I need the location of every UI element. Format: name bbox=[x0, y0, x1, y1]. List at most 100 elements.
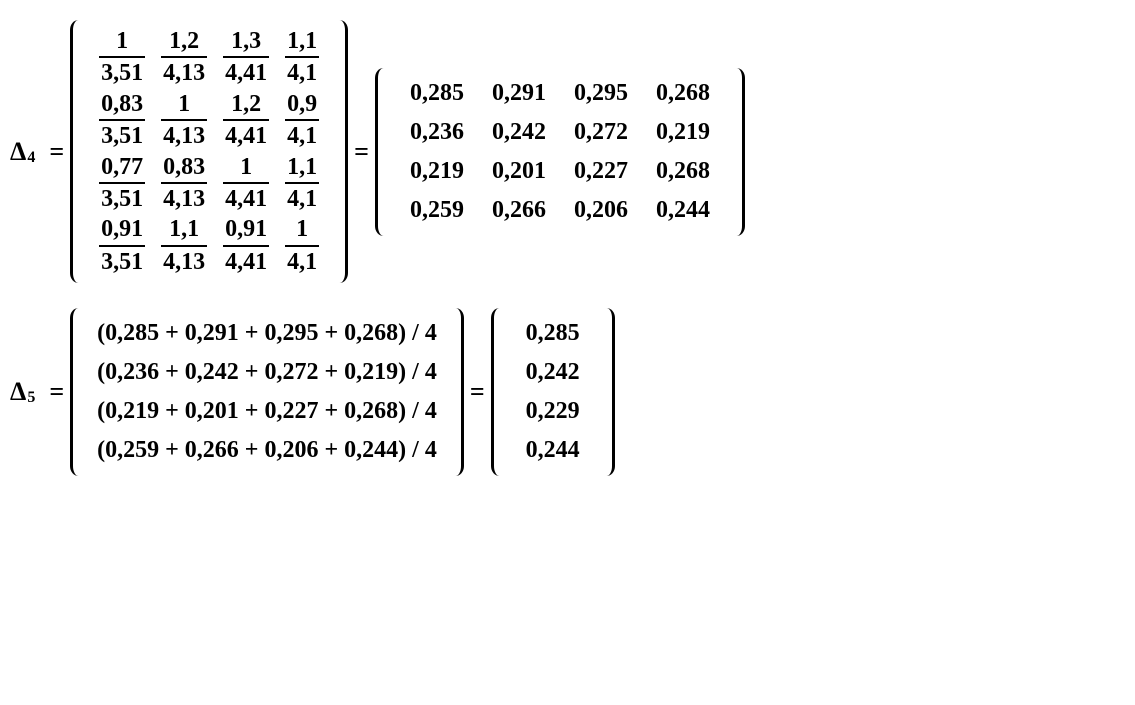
denominator: 3,51 bbox=[99, 119, 145, 149]
expression-cell: (0,219 + 0,201 + 0,227 + 0,268) / 4 bbox=[91, 392, 443, 431]
matrix-cell: 0,244 bbox=[642, 191, 724, 230]
fraction-cell: 14,41 bbox=[215, 152, 277, 215]
fraction-cell: 0,94,1 bbox=[277, 89, 327, 152]
matrix-cell: 0,227 bbox=[560, 152, 642, 191]
delta4-subscript: 4 bbox=[27, 149, 35, 167]
numerator: 0,77 bbox=[99, 154, 145, 182]
matrix-cell: 0,242 bbox=[478, 113, 560, 152]
denominator: 3,51 bbox=[99, 245, 145, 275]
left-paren bbox=[70, 20, 87, 283]
numerator: 1 bbox=[114, 28, 130, 56]
fraction-cell: 1,24,41 bbox=[215, 89, 277, 152]
equals-sign: = bbox=[49, 137, 64, 167]
left-paren bbox=[70, 308, 87, 476]
delta4-fraction-matrix: 13,511,24,131,34,411,14,10,833,5114,131,… bbox=[70, 20, 348, 283]
matrix-cell: 0,206 bbox=[560, 191, 642, 230]
equation-delta4: Δ 4 = 13,511,24,131,34,411,14,10,833,511… bbox=[10, 20, 1125, 283]
delta5-expression-matrix: (0,285 + 0,291 + 0,295 + 0,268) / 4(0,23… bbox=[70, 308, 464, 476]
delta-symbol: Δ bbox=[10, 137, 26, 167]
denominator: 4,1 bbox=[285, 182, 319, 212]
matrix-cell: 0,266 bbox=[478, 191, 560, 230]
fraction-cell: 1,14,13 bbox=[153, 214, 215, 277]
matrix-body: (0,285 + 0,291 + 0,295 + 0,268) / 4(0,23… bbox=[87, 308, 447, 476]
right-paren bbox=[598, 308, 615, 476]
fraction-cell: 0,913,51 bbox=[91, 214, 153, 277]
numerator: 0,91 bbox=[99, 216, 145, 244]
fraction-cell: 0,773,51 bbox=[91, 152, 153, 215]
fraction-cell: 0,914,41 bbox=[215, 214, 277, 277]
matrix-cell: 0,268 bbox=[642, 152, 724, 191]
numerator: 1 bbox=[294, 216, 310, 244]
numerator: 1,1 bbox=[285, 28, 319, 56]
denominator: 4,13 bbox=[161, 182, 207, 212]
equals-sign: = bbox=[470, 377, 485, 407]
matrix-cell: 0,268 bbox=[642, 74, 724, 113]
matrix-body: 13,511,24,131,34,411,14,10,833,5114,131,… bbox=[87, 20, 331, 283]
vector-cell: 0,285 bbox=[512, 314, 594, 353]
fraction-cell: 1,34,41 bbox=[215, 26, 277, 89]
denominator: 4,41 bbox=[223, 56, 269, 86]
numerator: 1,1 bbox=[167, 216, 201, 244]
delta5-subscript: 5 bbox=[27, 389, 35, 407]
numerator: 0,83 bbox=[161, 154, 207, 182]
fraction-cell: 0,834,13 bbox=[153, 152, 215, 215]
delta5-label: Δ 5 bbox=[10, 377, 35, 407]
matrix-cell: 0,201 bbox=[478, 152, 560, 191]
expression-cell: (0,285 + 0,291 + 0,295 + 0,268) / 4 bbox=[91, 314, 443, 353]
denominator: 4,1 bbox=[285, 245, 319, 275]
numerator: 0,83 bbox=[99, 91, 145, 119]
matrix-cell: 0,285 bbox=[396, 74, 478, 113]
equation-delta5: Δ 5 = (0,285 + 0,291 + 0,295 + 0,268) / … bbox=[10, 308, 1125, 476]
vector-cell: 0,242 bbox=[512, 353, 594, 392]
denominator: 4,1 bbox=[285, 119, 319, 149]
equals-sign: = bbox=[49, 377, 64, 407]
denominator: 3,51 bbox=[99, 182, 145, 212]
denominator: 4,41 bbox=[223, 245, 269, 275]
denominator: 3,51 bbox=[99, 56, 145, 86]
left-paren bbox=[491, 308, 508, 476]
fraction-cell: 1,14,1 bbox=[277, 26, 327, 89]
right-paren bbox=[331, 20, 348, 283]
denominator: 4,41 bbox=[223, 119, 269, 149]
fraction-cell: 14,1 bbox=[277, 214, 327, 277]
matrix-cell: 0,259 bbox=[396, 191, 478, 230]
fraction-cell: 0,833,51 bbox=[91, 89, 153, 152]
denominator: 4,13 bbox=[161, 119, 207, 149]
matrix-cell: 0,295 bbox=[560, 74, 642, 113]
equals-sign: = bbox=[354, 137, 369, 167]
right-paren bbox=[447, 308, 464, 476]
numerator: 1,3 bbox=[229, 28, 263, 56]
vector-cell: 0,229 bbox=[512, 392, 594, 431]
numerator: 1,2 bbox=[229, 91, 263, 119]
denominator: 4,13 bbox=[161, 245, 207, 275]
matrix-cell: 0,219 bbox=[396, 152, 478, 191]
matrix-body: 0,2850,2420,2290,244 bbox=[508, 308, 598, 476]
numerator: 1,2 bbox=[167, 28, 201, 56]
right-paren bbox=[728, 68, 745, 236]
fraction-cell: 1,24,13 bbox=[153, 26, 215, 89]
fraction-cell: 1,14,1 bbox=[277, 152, 327, 215]
vector-cell: 0,244 bbox=[512, 431, 594, 470]
denominator: 4,1 bbox=[285, 56, 319, 86]
delta4-result-matrix: 0,2850,2910,2950,2680,2360,2420,2720,219… bbox=[375, 68, 745, 236]
numerator: 1,1 bbox=[285, 154, 319, 182]
denominator: 4,41 bbox=[223, 182, 269, 212]
expression-cell: (0,236 + 0,242 + 0,272 + 0,219) / 4 bbox=[91, 353, 443, 392]
matrix-body: 0,2850,2910,2950,2680,2360,2420,2720,219… bbox=[392, 68, 728, 236]
expression-cell: (0,259 + 0,266 + 0,206 + 0,244) / 4 bbox=[91, 431, 443, 470]
numerator: 1 bbox=[176, 91, 192, 119]
matrix-cell: 0,219 bbox=[642, 113, 724, 152]
matrix-cell: 0,291 bbox=[478, 74, 560, 113]
delta5-result-vector: 0,2850,2420,2290,244 bbox=[491, 308, 615, 476]
delta4-label: Δ 4 bbox=[10, 137, 35, 167]
fraction-cell: 13,51 bbox=[91, 26, 153, 89]
numerator: 0,9 bbox=[285, 91, 319, 119]
left-paren bbox=[375, 68, 392, 236]
numerator: 0,91 bbox=[223, 216, 269, 244]
matrix-cell: 0,236 bbox=[396, 113, 478, 152]
matrix-cell: 0,272 bbox=[560, 113, 642, 152]
denominator: 4,13 bbox=[161, 56, 207, 86]
fraction-cell: 14,13 bbox=[153, 89, 215, 152]
delta-symbol: Δ bbox=[10, 377, 26, 407]
numerator: 1 bbox=[238, 154, 254, 182]
